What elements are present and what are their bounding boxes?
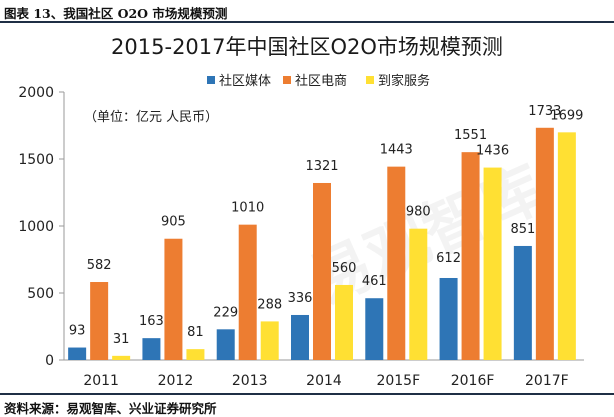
bar <box>260 321 279 360</box>
unit-note: （单位：亿元 人民币） <box>84 110 218 125</box>
data-label: 560 <box>332 261 357 276</box>
bar <box>186 349 205 360</box>
data-label: 81 <box>187 325 204 340</box>
bar <box>387 166 406 360</box>
bar <box>164 238 183 360</box>
bar <box>291 314 309 360</box>
legend-swatch <box>283 76 291 84</box>
bar <box>365 298 384 360</box>
data-label: 1443 <box>380 143 413 158</box>
x-tick-label: 2013 <box>232 373 268 389</box>
data-label: 1436 <box>476 144 509 159</box>
x-tick-label: 2012 <box>158 373 194 389</box>
bar <box>112 355 131 360</box>
bar <box>238 224 257 360</box>
bar <box>439 277 458 360</box>
x-tick-label: 2017F <box>525 373 569 389</box>
data-label: 1321 <box>305 159 338 174</box>
bar <box>535 127 554 360</box>
data-label: 163 <box>139 314 164 329</box>
bar <box>90 282 109 360</box>
bar <box>142 338 161 360</box>
data-label: 229 <box>213 305 238 320</box>
caption-rule <box>0 21 614 23</box>
y-tick-label: 1500 <box>18 152 54 168</box>
figure-caption: 图表 13、我国社区 O2O 市场规模预测 <box>4 6 228 21</box>
data-label: 612 <box>436 251 461 266</box>
bar <box>313 182 331 360</box>
data-label: 980 <box>406 205 431 220</box>
data-label: 851 <box>510 222 535 237</box>
data-label: 1551 <box>454 128 487 143</box>
legend-swatch <box>207 76 215 84</box>
source-note: 资料来源：易观智库、兴业证券研究所 <box>4 401 217 416</box>
legend-label: 社区媒体 <box>219 73 271 89</box>
legend-label: 到家服务 <box>378 73 430 89</box>
bar <box>513 245 532 360</box>
data-label: 288 <box>257 297 282 312</box>
y-tick-label: 500 <box>27 286 54 302</box>
legend-label: 社区电商 <box>295 73 347 89</box>
bar <box>557 132 576 360</box>
data-label: 93 <box>69 324 86 339</box>
x-tick-label: 2011 <box>83 373 119 389</box>
bar <box>483 167 502 360</box>
source-rule <box>0 393 614 395</box>
data-label: 905 <box>161 215 186 230</box>
y-tick-label: 2000 <box>18 85 54 101</box>
data-label: 31 <box>113 332 130 347</box>
x-tick-label: 2016F <box>451 373 495 389</box>
bar <box>409 228 428 360</box>
legend-swatch <box>366 76 374 84</box>
y-tick-label: 1000 <box>18 219 54 235</box>
x-tick-label: 2015F <box>376 373 420 389</box>
data-label: 1010 <box>231 201 264 216</box>
data-label: 336 <box>288 291 313 306</box>
bar <box>68 347 87 360</box>
data-label: 582 <box>87 258 112 273</box>
data-label: 1699 <box>550 108 583 123</box>
bar <box>335 284 353 360</box>
y-tick-label: 0 <box>45 353 54 369</box>
bar <box>216 329 235 360</box>
data-label: 1733 <box>528 104 561 119</box>
data-label: 461 <box>362 274 387 289</box>
chart-title: 2015-2017年中国社区O2O市场规模预测 <box>111 35 503 59</box>
x-tick-label: 2014 <box>306 373 342 389</box>
bar <box>461 152 480 360</box>
